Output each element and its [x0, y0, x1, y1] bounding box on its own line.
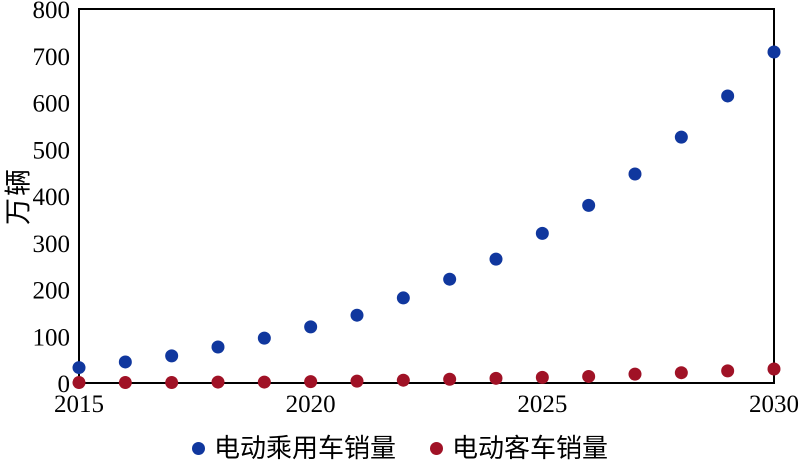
legend-item-0: 电动乘用车销量	[191, 433, 396, 463]
x-tick-label-2015: 2015	[54, 391, 104, 418]
legend-label: 电动乘用车销量	[213, 433, 396, 463]
y-tick-label-500: 500	[33, 137, 71, 164]
legend-marker-circle-icon	[430, 442, 443, 455]
data-point-series0-2028	[674, 130, 688, 144]
data-point-series1-2027	[628, 367, 642, 381]
data-point-series1-2018	[211, 375, 225, 389]
data-point-series0-2021	[350, 308, 364, 322]
data-point-series0-2018	[211, 340, 225, 354]
y-tick-label-300: 300	[33, 231, 71, 258]
data-point-series1-2024	[489, 371, 503, 385]
data-point-series0-2022	[396, 291, 410, 305]
data-point-series0-2019	[257, 331, 271, 345]
y-tick-label-100: 100	[33, 324, 71, 351]
data-point-series1-2015	[72, 376, 86, 390]
y-tick-label-700: 700	[33, 44, 71, 71]
legend-marker-circle-icon	[191, 442, 205, 455]
legend-item-1: 电动客车销量	[430, 433, 609, 463]
data-point-series1-2023	[443, 372, 457, 386]
data-point-series0-2023	[443, 272, 457, 286]
data-point-series1-2020	[304, 375, 318, 389]
legend: 电动乘用车销量 电动客车销量	[0, 433, 800, 464]
data-point-series0-2024	[489, 252, 503, 266]
data-point-series1-2017	[165, 376, 179, 390]
y-axis-title: 万辆	[3, 167, 34, 225]
data-point-series1-2030	[767, 362, 781, 376]
data-point-series1-2026	[582, 369, 596, 383]
y-tick-label-0: 0	[58, 371, 71, 398]
x-tick-label-2030: 2030	[749, 391, 799, 418]
y-tick-label-600: 600	[33, 91, 71, 118]
data-point-series0-2020	[304, 320, 318, 334]
data-point-series0-2030	[767, 45, 781, 59]
data-point-series0-2029	[721, 89, 735, 103]
plot-border	[78, 8, 775, 384]
data-point-series0-2017	[165, 349, 179, 363]
data-point-series0-2027	[628, 167, 642, 181]
data-point-series1-2022	[396, 373, 410, 387]
data-point-series1-2025	[535, 370, 549, 384]
y-tick-label-800: 800	[33, 0, 71, 24]
data-point-series0-2026	[582, 198, 596, 212]
data-point-series1-2019	[257, 375, 271, 389]
data-point-series1-2016	[118, 376, 132, 390]
x-tick-label-2025: 2025	[517, 391, 567, 418]
data-point-series0-2015	[72, 361, 86, 375]
data-point-series1-2021	[350, 374, 364, 388]
legend-label: 电动客车销量	[452, 433, 609, 463]
data-point-series1-2028	[674, 366, 688, 380]
y-tick-label-400: 400	[33, 184, 71, 211]
data-point-series0-2016	[118, 355, 132, 369]
data-point-series1-2029	[721, 364, 735, 378]
data-point-series0-2025	[535, 226, 549, 240]
x-tick-label-2020: 2020	[286, 391, 336, 418]
y-tick-label-200: 200	[33, 278, 71, 305]
